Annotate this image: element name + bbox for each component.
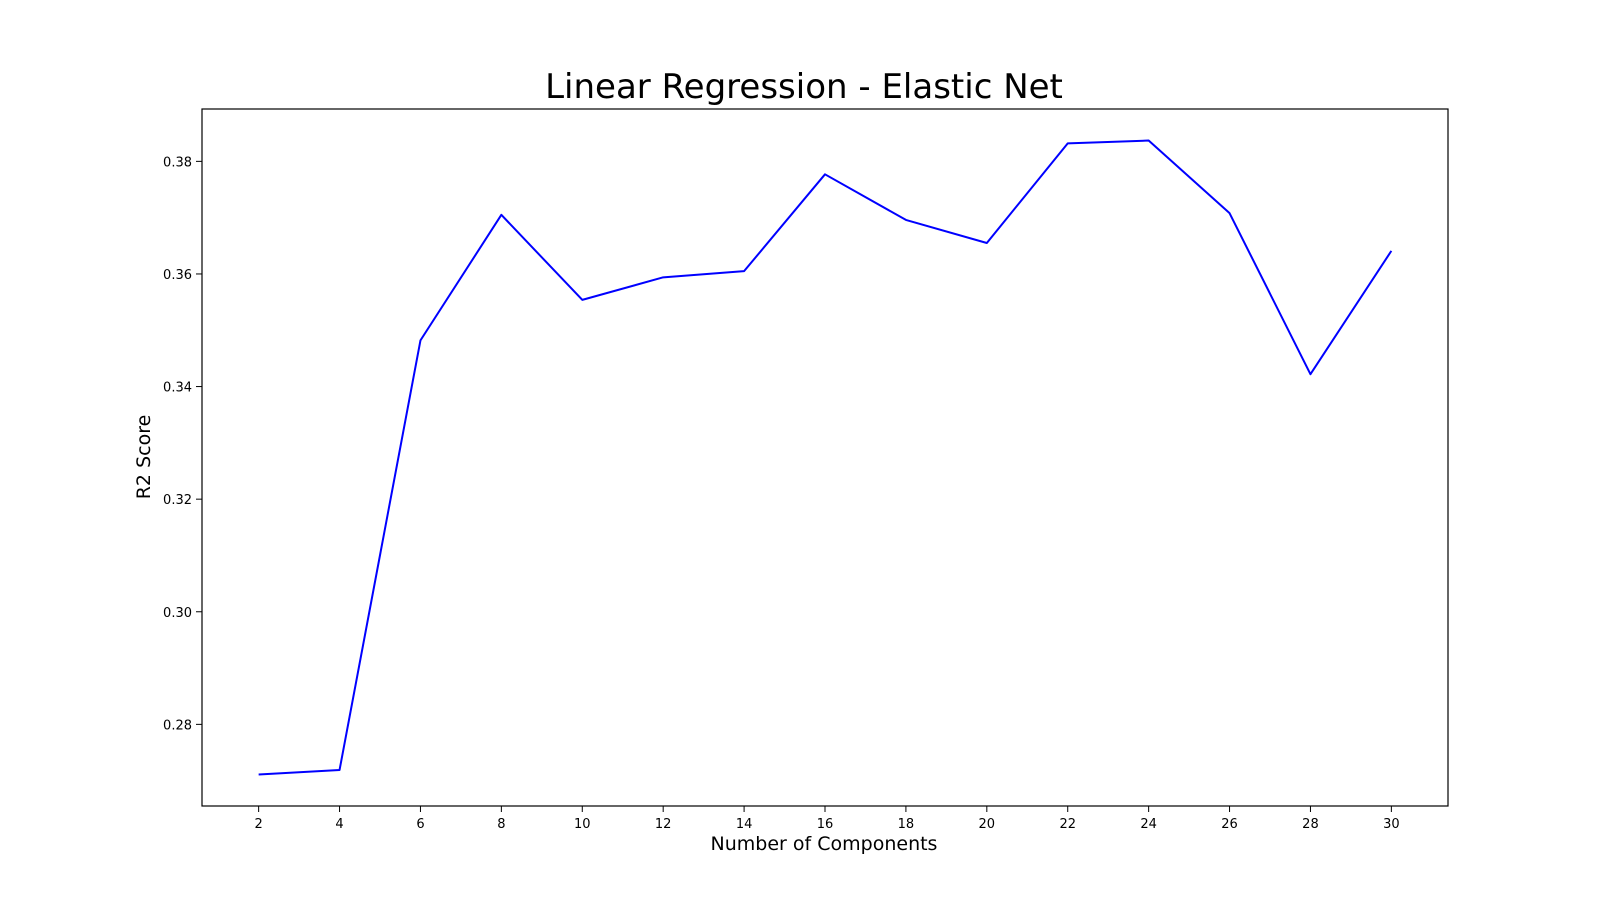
x-tick-label: 6 [416, 817, 424, 832]
plot-content [258, 139, 1393, 776]
series-line [258, 139, 1393, 776]
x-tick-label: 12 [655, 817, 672, 832]
x-tick-label: 30 [1383, 817, 1400, 832]
y-axis-ticks: 0.28 0.30 0.32 0.34 0.36 0.38 [163, 155, 202, 733]
x-axis-label: Number of Components [711, 833, 938, 855]
y-tick-label: 0.36 [163, 268, 192, 283]
y-tick-label: 0.34 [163, 381, 192, 396]
x-tick-label: 24 [1140, 817, 1157, 832]
y-tick-label: 0.28 [163, 718, 192, 733]
x-tick-label: 16 [817, 817, 834, 832]
y-tick-label: 0.30 [163, 606, 192, 621]
y-axis-label: R2 Score [133, 415, 155, 500]
x-tick-label: 20 [979, 817, 996, 832]
x-tick-label: 8 [497, 817, 505, 832]
x-tick-label: 18 [898, 817, 915, 832]
chart-title: Linear Regression - Elastic Net [545, 67, 1063, 107]
x-tick-label: 14 [736, 817, 753, 832]
x-tick-label: 22 [1059, 817, 1076, 832]
x-tick-label: 2 [254, 817, 262, 832]
x-tick-label: 28 [1302, 817, 1319, 832]
x-tick-label: 4 [335, 817, 343, 832]
x-tick-label: 10 [574, 817, 591, 832]
y-tick-label: 0.38 [163, 155, 192, 170]
x-axis-ticks: 2 4 6 8 10 12 14 16 18 20 22 24 26 28 30 [254, 806, 1400, 832]
y-tick-label: 0.32 [163, 493, 192, 508]
x-tick-label: 26 [1221, 817, 1238, 832]
